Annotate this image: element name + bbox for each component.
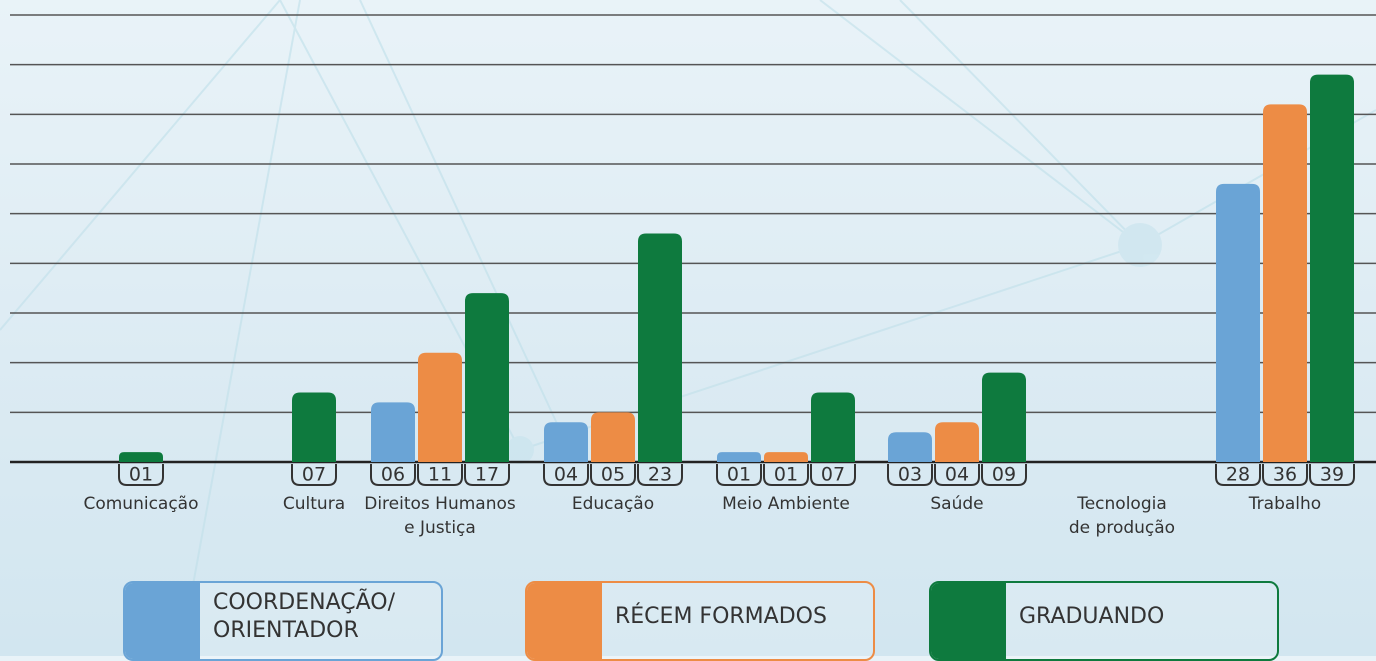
bar — [935, 422, 979, 462]
legend-item: COORDENAÇÃO/ ORIENTADOR — [123, 581, 443, 661]
bar — [465, 293, 509, 462]
value-label: 28 — [1226, 464, 1250, 486]
x-tick-label: Trabalho — [1248, 494, 1322, 514]
x-tick-label: Comunicação — [83, 494, 199, 514]
bar — [292, 392, 336, 462]
value-label: 17 — [475, 464, 499, 486]
value-label: 36 — [1273, 464, 1297, 486]
x-tick-label: Saúde — [930, 494, 984, 514]
value-label: 23 — [648, 464, 672, 486]
value-label-box — [763, 464, 809, 486]
bar — [1263, 104, 1307, 463]
value-label: 06 — [381, 464, 405, 486]
bar — [1216, 183, 1260, 462]
legend-label: RÉCEM FORMADOS — [615, 604, 827, 629]
bar — [1310, 74, 1354, 462]
value-label-box — [637, 464, 683, 486]
bar — [418, 352, 462, 462]
value-label-box — [716, 464, 762, 486]
value-label-box — [1309, 464, 1355, 486]
value-label: 05 — [601, 464, 625, 486]
value-label: 04 — [554, 464, 578, 486]
legend-swatch — [931, 583, 1006, 659]
value-label-box — [291, 464, 337, 486]
value-label: 39 — [1320, 464, 1344, 486]
bar — [811, 392, 855, 462]
value-label: 07 — [821, 464, 845, 486]
bar — [371, 402, 415, 462]
legend-swatch — [125, 583, 200, 659]
x-tick-label: Meio Ambiente — [722, 494, 850, 514]
value-label: 04 — [945, 464, 969, 486]
value-label-box — [1215, 464, 1261, 486]
value-label: 03 — [898, 464, 922, 486]
value-label-box — [1262, 464, 1308, 486]
value-label-box — [934, 464, 980, 486]
bar — [119, 452, 163, 462]
value-label-box — [118, 464, 164, 486]
legend-item: GRADUANDO — [929, 581, 1279, 661]
value-label: 09 — [992, 464, 1016, 486]
value-label: 01 — [727, 464, 751, 486]
value-label-box — [887, 464, 933, 486]
bar — [591, 412, 635, 462]
bar — [717, 452, 761, 462]
legend-label: GRADUANDO — [1019, 604, 1165, 629]
value-label: 01 — [774, 464, 798, 486]
value-label-box — [464, 464, 510, 486]
bar — [544, 422, 588, 462]
x-tick-label: Educação — [571, 494, 655, 514]
value-label: 11 — [428, 464, 452, 486]
x-tick-label: Cultura — [282, 494, 346, 514]
value-label-box — [543, 464, 589, 486]
legend-label: COORDENAÇÃO/ ORIENTADOR — [213, 590, 395, 643]
value-label: 07 — [302, 464, 326, 486]
bar — [638, 233, 682, 462]
value-label-box — [590, 464, 636, 486]
legend-swatch — [527, 583, 602, 659]
value-label-box — [417, 464, 463, 486]
legend-item: RÉCEM FORMADOS — [525, 581, 875, 661]
value-label-box — [810, 464, 856, 486]
value-label-box — [370, 464, 416, 486]
bar — [888, 432, 932, 462]
bar — [764, 452, 808, 462]
bar — [982, 372, 1026, 462]
value-label: 01 — [129, 464, 153, 486]
value-label-box — [981, 464, 1027, 486]
x-tick-label: Tecnologia de produção — [1068, 494, 1176, 538]
x-tick-label: Direitos Humanos e Justiça — [364, 494, 516, 538]
